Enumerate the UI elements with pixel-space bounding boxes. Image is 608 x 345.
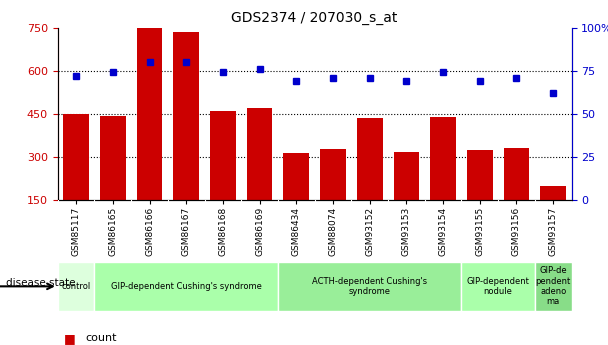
Bar <box>541 186 566 243</box>
Text: GSM86167: GSM86167 <box>182 207 191 256</box>
Bar <box>210 111 236 243</box>
Text: GIP-dependent
nodule: GIP-dependent nodule <box>467 277 530 296</box>
Text: ACTH-dependent Cushing's
syndrome: ACTH-dependent Cushing's syndrome <box>312 277 427 296</box>
Title: GDS2374 / 207030_s_at: GDS2374 / 207030_s_at <box>232 11 398 25</box>
Text: GSM88074: GSM88074 <box>328 207 337 256</box>
Text: GSM93157: GSM93157 <box>548 207 558 256</box>
Bar <box>320 149 346 243</box>
Bar <box>430 117 456 243</box>
Bar <box>94 262 278 310</box>
Bar <box>278 262 461 310</box>
Bar <box>467 150 492 243</box>
Text: GSM86168: GSM86168 <box>218 207 227 256</box>
Text: GSM86169: GSM86169 <box>255 207 264 256</box>
Text: GSM86165: GSM86165 <box>108 207 117 256</box>
Bar <box>247 108 272 243</box>
Bar <box>461 262 535 310</box>
Text: GIP-dependent Cushing's syndrome: GIP-dependent Cushing's syndrome <box>111 282 261 291</box>
Bar <box>63 114 89 243</box>
Text: GSM93156: GSM93156 <box>512 207 521 256</box>
Bar <box>535 262 572 310</box>
Text: GSM93152: GSM93152 <box>365 207 374 256</box>
Text: GSM86166: GSM86166 <box>145 207 154 256</box>
Bar <box>173 32 199 243</box>
Text: GSM86434: GSM86434 <box>292 207 301 256</box>
Text: GSM93155: GSM93155 <box>475 207 485 256</box>
Text: GIP-de
pendent
adeno
ma: GIP-de pendent adeno ma <box>536 266 571 306</box>
Bar <box>58 262 94 310</box>
Bar <box>357 118 382 243</box>
Text: count: count <box>85 333 117 343</box>
Text: ■: ■ <box>64 332 75 345</box>
Bar <box>137 28 162 243</box>
Bar <box>503 148 530 243</box>
Text: GSM85117: GSM85117 <box>72 207 81 256</box>
Text: GSM93154: GSM93154 <box>438 207 447 256</box>
Text: control: control <box>61 282 91 291</box>
Bar <box>283 152 309 243</box>
Bar <box>100 116 126 243</box>
Text: GSM93153: GSM93153 <box>402 207 411 256</box>
Bar <box>393 152 420 243</box>
Text: disease state: disease state <box>6 278 75 288</box>
